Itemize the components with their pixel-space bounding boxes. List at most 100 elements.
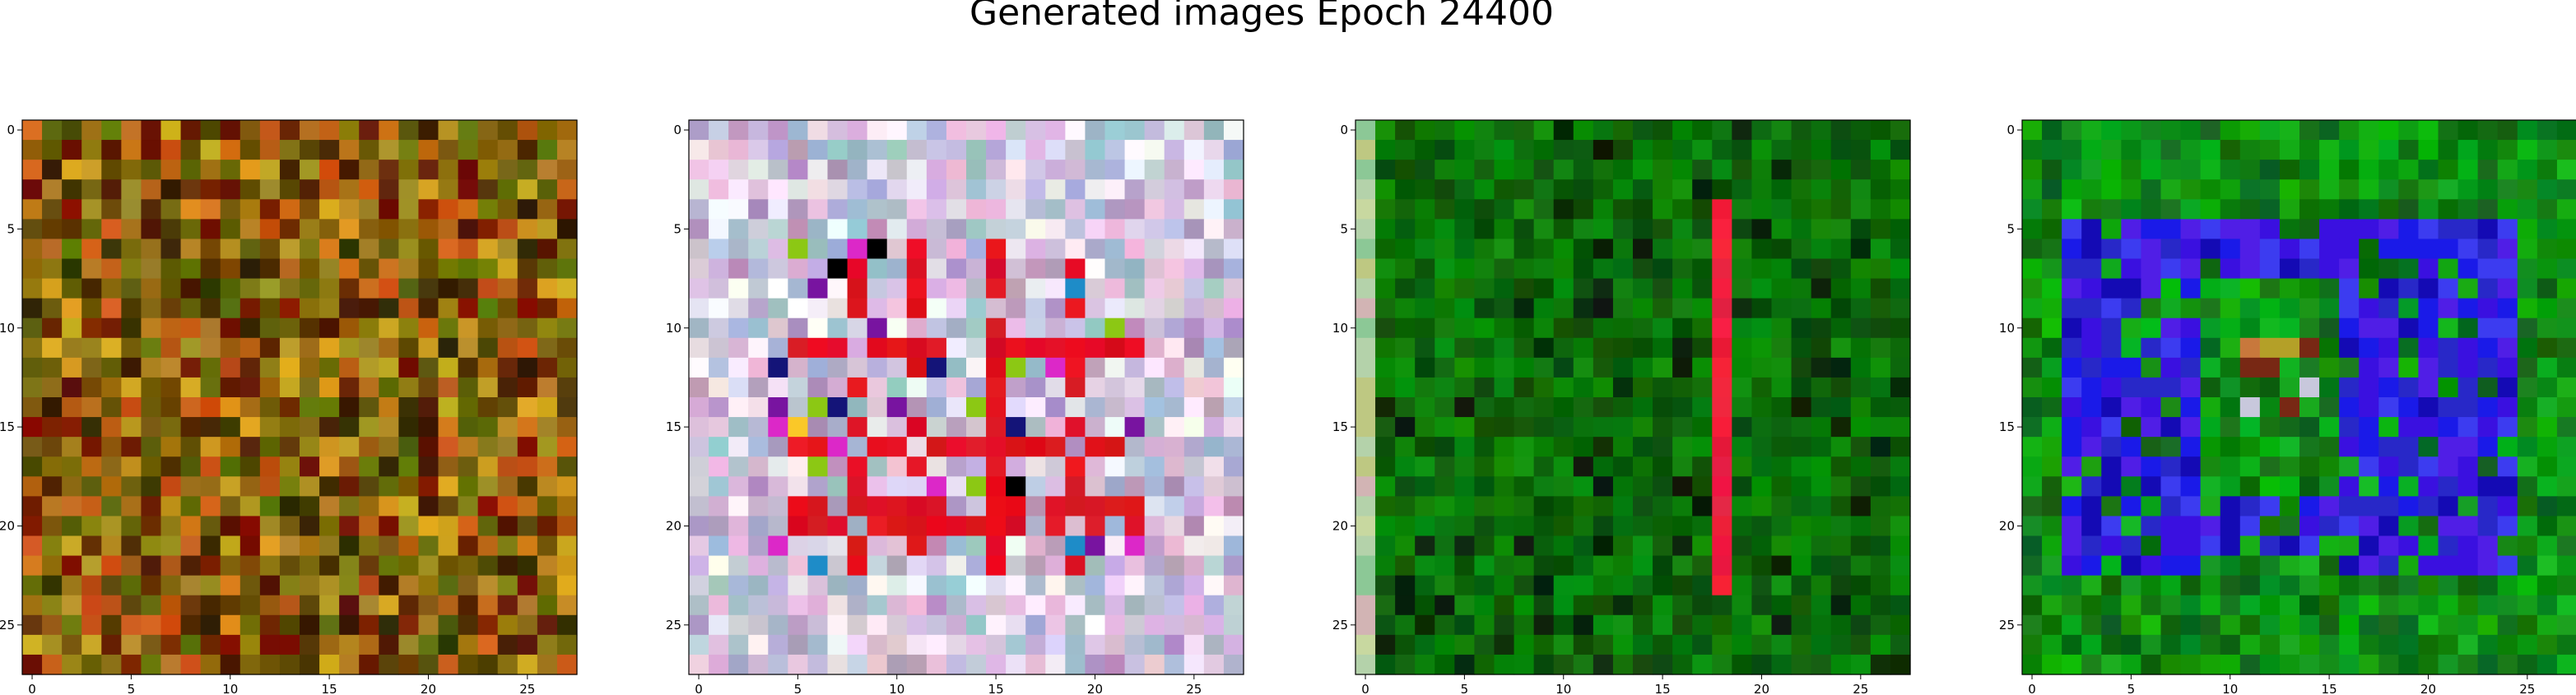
pixel-cell [2279, 476, 2300, 497]
pixel-cell [2378, 278, 2399, 299]
pixel-cell [966, 160, 987, 180]
pixel-cell [1375, 298, 1396, 319]
pixel-cell [517, 555, 538, 577]
y-tick-label: 15 [1999, 419, 2015, 434]
pixel-cell [886, 535, 908, 557]
pixel-cell [359, 614, 379, 636]
pixel-cell [2517, 219, 2538, 240]
pixel-cell [926, 555, 947, 577]
pixel-cell [2200, 278, 2221, 299]
pixel-cell [1573, 535, 1594, 557]
pixel-cell [517, 298, 538, 319]
pixel-cell [728, 337, 749, 359]
pixel-cell [1065, 397, 1086, 418]
pixel-cell [279, 357, 300, 378]
pixel-cell [2279, 634, 2300, 656]
pixel-cell [2359, 377, 2379, 398]
pixel-cell [418, 555, 439, 577]
pixel-cell [1355, 377, 1376, 398]
pixel-cell [200, 555, 221, 577]
pixel-cell [1395, 160, 1416, 180]
pixel-cell [1395, 199, 1416, 220]
pixel-cell [1830, 337, 1852, 359]
pixel-cell [1223, 476, 1244, 497]
pixel-cell [220, 337, 241, 359]
pixel-cell [2556, 278, 2576, 299]
pixel-cell [1633, 140, 1653, 160]
pixel-cell [300, 357, 320, 378]
pixel-cell [2378, 516, 2399, 537]
pixel-cell [398, 575, 420, 596]
pixel-cell [319, 555, 340, 577]
pixel-cell [1104, 357, 1126, 378]
pixel-cell [2457, 555, 2479, 577]
pixel-cell [1811, 614, 1832, 636]
pixel-cell [319, 595, 340, 616]
pixel-cell [300, 239, 320, 260]
x-tick-label: 5 [1461, 682, 1469, 695]
pixel-cell [847, 258, 868, 280]
pixel-cell [1203, 555, 1225, 577]
pixel-cell [418, 456, 439, 477]
pixel-cell [1771, 555, 1793, 577]
pixel-cell [1355, 179, 1376, 200]
pixel-cell [709, 516, 729, 537]
pixel-cell [2457, 516, 2479, 537]
pixel-cell [926, 496, 947, 517]
pixel-cell [1434, 317, 1455, 339]
pixel-cell [1144, 417, 1165, 438]
pixel-cell [2517, 456, 2538, 477]
pixel-cell [847, 179, 868, 200]
pixel-cell [1203, 575, 1225, 596]
pixel-cell [239, 357, 261, 378]
pixel-cell [1850, 555, 1872, 577]
pixel-cell [1612, 317, 1634, 339]
pixel-cell [847, 219, 868, 240]
pixel-cell [807, 456, 829, 477]
pixel-cell [2319, 456, 2340, 477]
pixel-cell [2180, 298, 2202, 319]
pixel-cell [2180, 140, 2202, 160]
pixel-cell [1573, 120, 1594, 141]
pixel-cell [1890, 337, 1911, 359]
pixel-cell [867, 437, 888, 457]
pixel-cell [2378, 219, 2399, 240]
pixel-cell [121, 595, 142, 616]
pixel-cell [101, 317, 122, 339]
pixel-cell [1395, 377, 1416, 398]
pixel-cell [2220, 437, 2241, 457]
pixel-cell [1065, 337, 1086, 359]
pixel-cell [2239, 496, 2261, 517]
pixel-cell [966, 239, 987, 260]
pixel-cell [379, 397, 399, 418]
pixel-cell [2418, 219, 2439, 240]
pixel-cell [141, 654, 162, 675]
pixel-cell [1415, 516, 1435, 537]
pixel-cell [2062, 120, 2082, 141]
pixel-cell [1890, 654, 1911, 675]
pixel-cell [1771, 140, 1793, 160]
pixel-cell [22, 516, 43, 537]
pixel-cell [458, 397, 479, 418]
pixel-cell [1870, 120, 1891, 141]
pixel-cell [42, 437, 63, 457]
pixel-cell [1890, 614, 1911, 636]
pixel-cell [319, 456, 340, 477]
pixel-cell [556, 239, 578, 260]
pixel-cell [2062, 555, 2082, 577]
pixel-cell [2259, 337, 2281, 359]
pixel-cell [748, 634, 769, 656]
pixel-cell [101, 614, 122, 636]
pixel-cell [1474, 357, 1495, 378]
pixel-cell [259, 337, 281, 359]
pixel-cell [2022, 595, 2043, 616]
pixel-cell [2239, 377, 2261, 398]
pixel-cell [279, 298, 300, 319]
pixel-cell [398, 140, 420, 160]
pixel-cell [2220, 654, 2241, 675]
pixel-cell [1025, 258, 1046, 280]
pixel-cell [2438, 634, 2459, 656]
pixel-cell [2536, 614, 2558, 636]
pixel-cell [438, 179, 459, 200]
pixel-cell [1474, 377, 1495, 398]
